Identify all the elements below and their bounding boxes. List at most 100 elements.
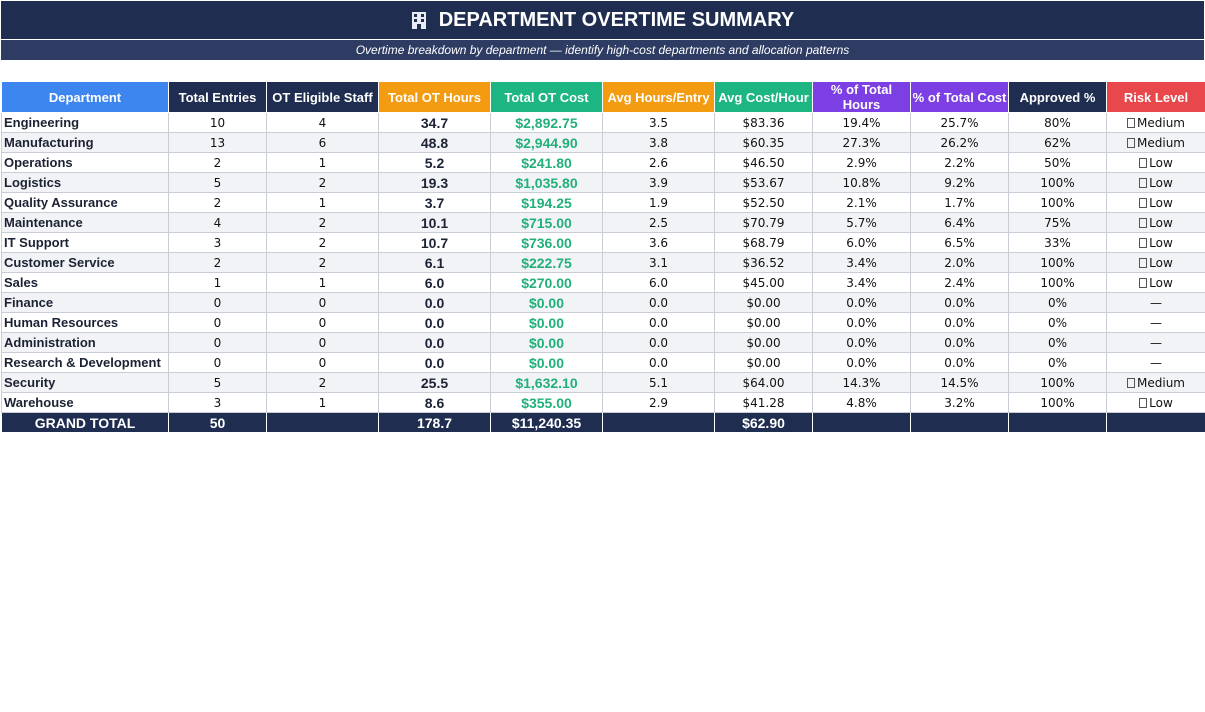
grand-total-staff xyxy=(266,412,379,433)
risk-indicator-icon xyxy=(1139,197,1148,208)
pct-hours-cell: 10.8% xyxy=(812,172,911,193)
department-cell: Customer Service xyxy=(1,252,169,273)
risk-label: Low xyxy=(1149,255,1173,270)
entries-cell: 2 xyxy=(168,252,267,273)
risk-cell: — xyxy=(1106,332,1205,353)
cost-cell: $0.00 xyxy=(490,292,603,313)
entries-cell: 5 xyxy=(168,372,267,393)
department-cell: Operations xyxy=(1,152,169,173)
pct-cost-cell: 0.0% xyxy=(910,332,1009,353)
risk-cell: — xyxy=(1106,312,1205,333)
avg-hours-cell: 0.0 xyxy=(602,312,715,333)
approved-cell: 100% xyxy=(1008,372,1107,393)
hours-cell: 6.1 xyxy=(378,252,491,273)
risk-indicator-icon xyxy=(1139,257,1148,268)
column-header-risk-level: Risk Level xyxy=(1106,81,1205,113)
entries-cell: 13 xyxy=(168,132,267,153)
avg-cost-cell: $52.50 xyxy=(714,192,813,213)
pct-hours-cell: 0.0% xyxy=(812,332,911,353)
pct-hours-cell: 6.0% xyxy=(812,232,911,253)
department-cell: Research & Development xyxy=(1,352,169,373)
table-row: IT Support 3 2 10.7 $736.00 3.6 $68.79 6.0% 6.5%… xyxy=(1,232,1205,253)
approved-cell: 100% xyxy=(1008,272,1107,293)
hours-cell: 34.7 xyxy=(378,112,491,133)
grand-total-risk xyxy=(1106,412,1205,433)
risk-label: Low xyxy=(1149,235,1173,250)
risk-label: Low xyxy=(1149,155,1173,170)
table-row: Finance 0 0 0.0 $0.00 0.0 $0.00 0.0% 0.0% 0% — xyxy=(1,292,1205,313)
cost-cell: $0.00 xyxy=(490,312,603,333)
table-row: Research & Development 0 0 0.0 $0.00 0.0 $0.00… xyxy=(1,352,1205,373)
column-header-total-ot-hours: Total OT Hours xyxy=(378,81,491,113)
grand-total-label: GRAND TOTAL xyxy=(1,412,169,433)
hours-cell: 0.0 xyxy=(378,352,491,373)
department-cell: Finance xyxy=(1,292,169,313)
pct-cost-cell: 2.2% xyxy=(910,152,1009,173)
table-row: Engineering 10 4 34.7 $2,892.75 3.5 $83.36 19.4… xyxy=(1,112,1205,133)
avg-cost-cell: $45.00 xyxy=(714,272,813,293)
table-row: Sales 1 1 6.0 $270.00 6.0 $45.00 3.4% 2.4% 100% Lo… xyxy=(1,272,1205,293)
pct-hours-cell: 19.4% xyxy=(812,112,911,133)
cost-cell: $270.00 xyxy=(490,272,603,293)
risk-cell: Low xyxy=(1106,232,1205,253)
pct-cost-cell: 0.0% xyxy=(910,292,1009,313)
avg-hours-cell: 2.5 xyxy=(602,212,715,233)
staff-cell: 1 xyxy=(266,152,379,173)
risk-label: Medium xyxy=(1137,115,1185,130)
risk-label: Low xyxy=(1149,215,1173,230)
approved-cell: 33% xyxy=(1008,232,1107,253)
approved-cell: 100% xyxy=(1008,252,1107,273)
avg-cost-cell: $0.00 xyxy=(714,292,813,313)
entries-cell: 2 xyxy=(168,152,267,173)
risk-label: Low xyxy=(1149,395,1173,410)
staff-cell: 2 xyxy=(266,232,379,253)
avg-cost-cell: $41.28 xyxy=(714,392,813,413)
pct-hours-cell: 4.8% xyxy=(812,392,911,413)
avg-cost-cell: $60.35 xyxy=(714,132,813,153)
risk-label: Low xyxy=(1149,275,1173,290)
hours-cell: 25.5 xyxy=(378,372,491,393)
approved-cell: 80% xyxy=(1008,112,1107,133)
approved-cell: 0% xyxy=(1008,292,1107,313)
table-row: Maintenance 4 2 10.1 $715.00 2.5 $70.79 5.7% 6.4… xyxy=(1,212,1205,233)
cost-cell: $2,892.75 xyxy=(490,112,603,133)
department-cell: Engineering xyxy=(1,112,169,133)
pct-cost-cell: 2.0% xyxy=(910,252,1009,273)
risk-cell: Medium xyxy=(1106,372,1205,393)
department-cell: IT Support xyxy=(1,232,169,253)
pct-cost-cell: 6.4% xyxy=(910,212,1009,233)
avg-hours-cell: 1.9 xyxy=(602,192,715,213)
hours-cell: 5.2 xyxy=(378,152,491,173)
risk-cell: Low xyxy=(1106,152,1205,173)
avg-hours-cell: 3.6 xyxy=(602,232,715,253)
hours-cell: 8.6 xyxy=(378,392,491,413)
risk-indicator-icon xyxy=(1139,157,1148,168)
column-header-avg-cost-hour: Avg Cost/Hour xyxy=(714,81,813,113)
entries-cell: 0 xyxy=(168,312,267,333)
cost-cell: $355.00 xyxy=(490,392,603,413)
pct-hours-cell: 0.0% xyxy=(812,352,911,373)
hours-cell: 10.7 xyxy=(378,232,491,253)
pct-hours-cell: 3.4% xyxy=(812,252,911,273)
column-header-approved-pct: Approved % xyxy=(1008,81,1107,113)
pct-hours-cell: 14.3% xyxy=(812,372,911,393)
entries-cell: 2 xyxy=(168,192,267,213)
hours-cell: 0.0 xyxy=(378,332,491,353)
cost-cell: $0.00 xyxy=(490,352,603,373)
pct-hours-cell: 0.0% xyxy=(812,292,911,313)
pct-hours-cell: 2.1% xyxy=(812,192,911,213)
entries-cell: 1 xyxy=(168,272,267,293)
avg-cost-cell: $83.36 xyxy=(714,112,813,133)
grand-total-row: GRAND TOTAL 50 178.7 $11,240.35 $62.90 xyxy=(1,412,1205,433)
entries-cell: 4 xyxy=(168,212,267,233)
cost-cell: $1,632.10 xyxy=(490,372,603,393)
page-title: DEPARTMENT OVERTIME SUMMARY xyxy=(438,8,795,31)
department-cell: Security xyxy=(1,372,169,393)
staff-cell: 1 xyxy=(266,392,379,413)
avg-cost-cell: $68.79 xyxy=(714,232,813,253)
risk-label: Low xyxy=(1149,175,1173,190)
column-header-pct-total-hours: % of Total Hours xyxy=(812,81,911,113)
hours-cell: 6.0 xyxy=(378,272,491,293)
department-cell: Warehouse xyxy=(1,392,169,413)
staff-cell: 6 xyxy=(266,132,379,153)
